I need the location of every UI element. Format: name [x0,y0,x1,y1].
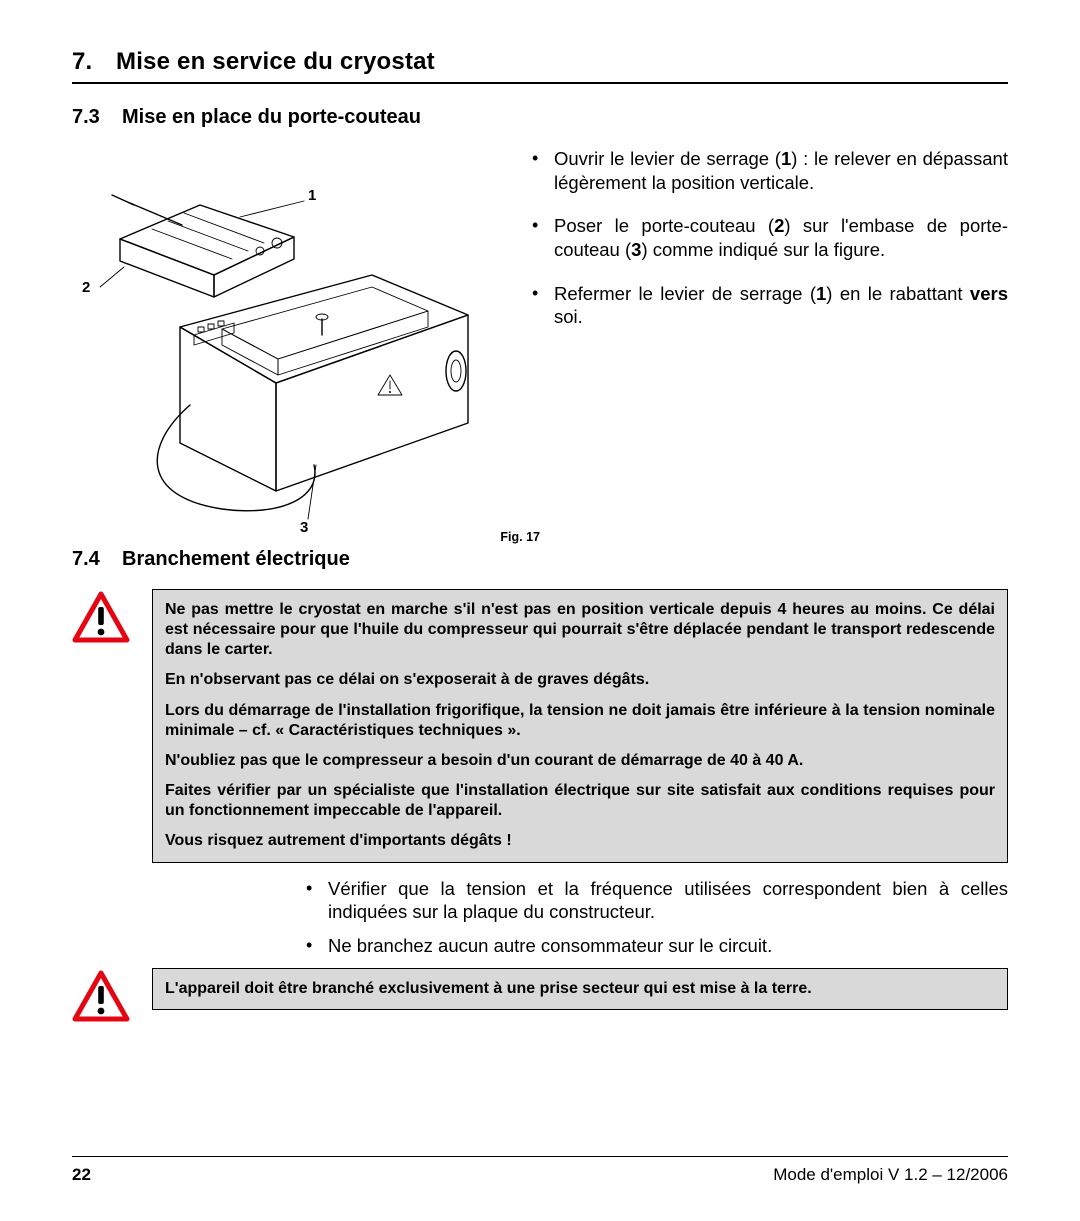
warning-text: Ne pas mettre le cryostat en marche s'il… [165,600,995,660]
warning-icon [72,968,132,1027]
warning-icon [72,589,132,648]
chapter-header: 7.Mise en service du cryostat [72,48,1008,84]
list-item: Refermer le levier de serrage (1) en le … [528,282,1008,329]
list-item: Vérifier que la tension et la fréquence … [302,877,1008,924]
chapter-number: 7. [72,48,116,76]
chapter-title: 7.Mise en service du cryostat [72,48,1008,76]
warning-box-1: Ne pas mettre le cryostat en marche s'il… [152,589,1008,863]
figure-17: 1 2 3 Fig. 17 [72,147,492,542]
section-7-4-title: Branchement électrique [122,548,350,570]
warning-text: Faites vérifier par un spécialiste que l… [165,781,995,821]
warning-box-2: L'appareil doit être branché exclusiveme… [152,968,1008,1010]
page-footer: 22 Mode d'emploi V 1.2 – 12/2006 [72,1165,1008,1185]
page-number: 22 [72,1165,91,1185]
list-item: Ouvrir le levier de serrage (1) : le rel… [528,147,1008,194]
section-7-4-number: 7.4 [72,548,122,571]
section-7-3-number: 7.3 [72,106,122,129]
section-7-4-heading: 7.4Branchement électrique [72,548,1008,571]
figure-callout-1: 1 [308,187,316,204]
warning-text: Vous risquez autrement d'importants dégâ… [165,831,995,851]
figure-callout-3: 3 [300,519,308,536]
section-7-4-bullets: Vérifier que la tension et la fréquence … [302,877,1008,958]
section-7-3-title: Mise en place du porte-couteau [122,106,421,128]
chapter-title-text: Mise en service du cryostat [116,48,435,75]
warning-text: Lors du démarrage de l'installation frig… [165,701,995,741]
figure-17-caption: Fig. 17 [500,530,540,544]
list-item: Ne branchez aucun autre consommateur sur… [302,934,1008,958]
doc-version: Mode d'emploi V 1.2 – 12/2006 [773,1165,1008,1185]
figure-callout-2: 2 [82,279,90,296]
warning-text: N'oubliez pas que le compresseur a besoi… [165,751,995,771]
figure-17-svg [72,147,492,542]
list-item: Poser le porte-couteau (2) sur l'embase … [528,214,1008,261]
warning-text: L'appareil doit être branché exclusiveme… [165,979,995,999]
section-7-3-heading: 7.3Mise en place du porte-couteau [72,106,1008,129]
warning-text: En n'observant pas ce délai on s'exposer… [165,670,995,690]
section-7-3-bullets: Ouvrir le levier de serrage (1) : le rel… [528,147,1008,329]
footer-rule [72,1156,1008,1157]
